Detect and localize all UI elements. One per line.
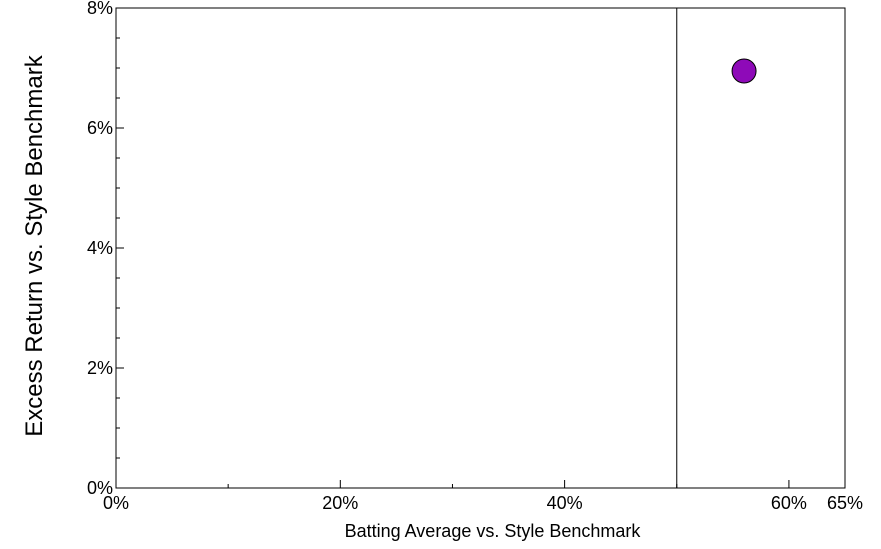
x-tick-label: 60% [771, 493, 807, 513]
y-tick-label: 2% [87, 358, 113, 378]
y-axis-title: Excess Return vs. Style Benchmark [21, 54, 48, 436]
y-tick-label: 0% [87, 478, 113, 498]
y-tick-label: 4% [87, 238, 113, 258]
x-tick-label: 0% [103, 493, 129, 513]
data-point [731, 58, 757, 84]
y-tick-label: 8% [87, 0, 113, 18]
minor-ticks [116, 37, 678, 488]
x-tick-label: 65% [827, 493, 863, 513]
x-axis-title: Batting Average vs. Style Benchmark [345, 521, 642, 541]
y-tick-label: 6% [87, 118, 113, 138]
x-tick-label: 40% [547, 493, 583, 513]
x-tick-label: 20% [322, 493, 358, 513]
plot-area [115, 7, 846, 489]
data-points [731, 58, 757, 84]
x-tick-labels: 0% 20% 40% 60% 65% [103, 493, 863, 513]
major-ticks [115, 7, 846, 489]
y-tick-labels: 0% 2% 4% 6% 8% [87, 0, 113, 498]
